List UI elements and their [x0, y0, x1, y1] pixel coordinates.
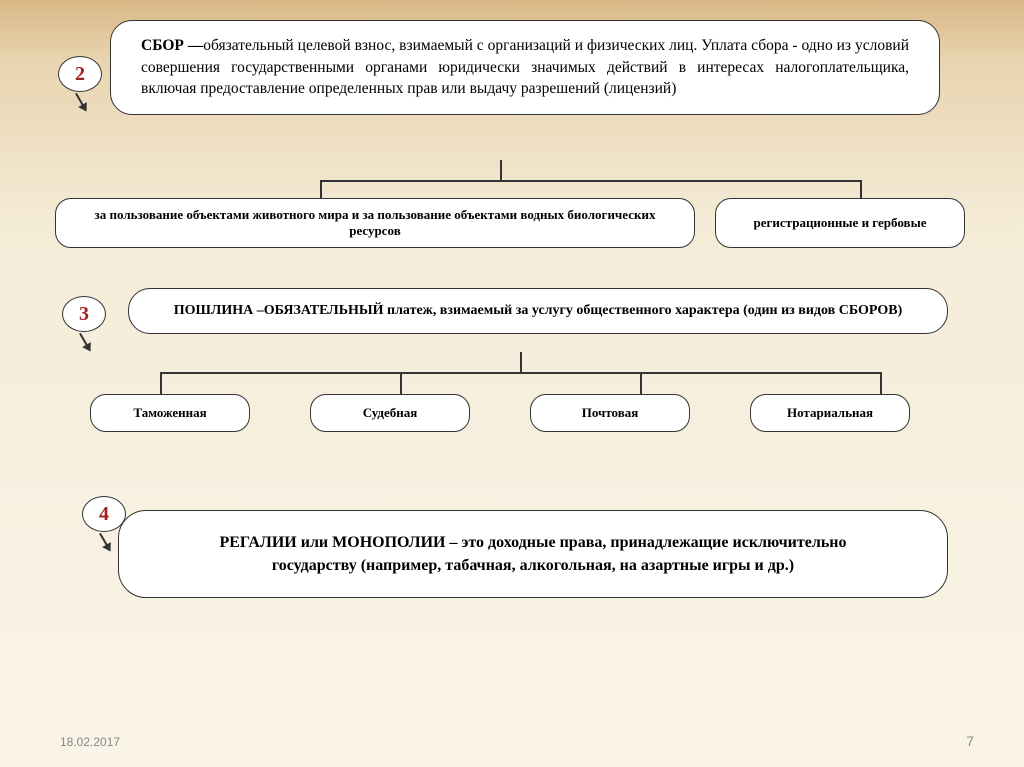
badge-2: 2	[58, 56, 102, 92]
section4-definition: РЕГАЛИИ или МОНОПОЛИИ – это доходные пра…	[118, 510, 948, 598]
connector	[160, 372, 880, 374]
connector	[860, 180, 862, 198]
connector	[320, 180, 860, 182]
connector	[640, 372, 642, 394]
section2-subrow: за пользование объектами животного мира …	[55, 198, 965, 248]
badge-4: 4	[82, 496, 126, 532]
section3-sub-2: Почтовая	[530, 394, 690, 432]
section2-sub1: за пользование объектами животного мира …	[55, 198, 695, 248]
sbor-body: обязательный целевой взнос, взимаемый с …	[141, 37, 909, 97]
section3-sub-1: Судебная	[310, 394, 470, 432]
connector	[880, 372, 882, 394]
arrow-3	[79, 333, 91, 351]
connector	[400, 372, 402, 394]
section3-definition: ПОШЛИНА –ОБЯЗАТЕЛЬНЫЙ платеж, взимаемый …	[128, 288, 948, 334]
connector	[500, 160, 502, 180]
section3-sub-3: Нотариальная	[750, 394, 910, 432]
slide: 2 СБОР —обязательный целевой взнос, взим…	[0, 0, 1024, 767]
badge-3: 3	[62, 296, 106, 332]
section3-sub-0: Таможенная	[90, 394, 250, 432]
sbor-prefix: СБОР —	[141, 37, 203, 54]
arrow-2	[75, 93, 87, 111]
connector	[320, 180, 322, 198]
connector	[520, 352, 522, 372]
section2-sub2: регистрационные и гербовые	[715, 198, 965, 248]
arrow-4	[99, 533, 111, 551]
footer-date: 18.02.2017	[60, 735, 120, 749]
section2-definition: СБОР —обязательный целевой взнос, взимае…	[110, 20, 940, 115]
footer-page: 7	[966, 733, 974, 749]
section3-subrow: Таможенная Судебная Почтовая Нотариальна…	[90, 394, 910, 432]
connector	[160, 372, 162, 394]
